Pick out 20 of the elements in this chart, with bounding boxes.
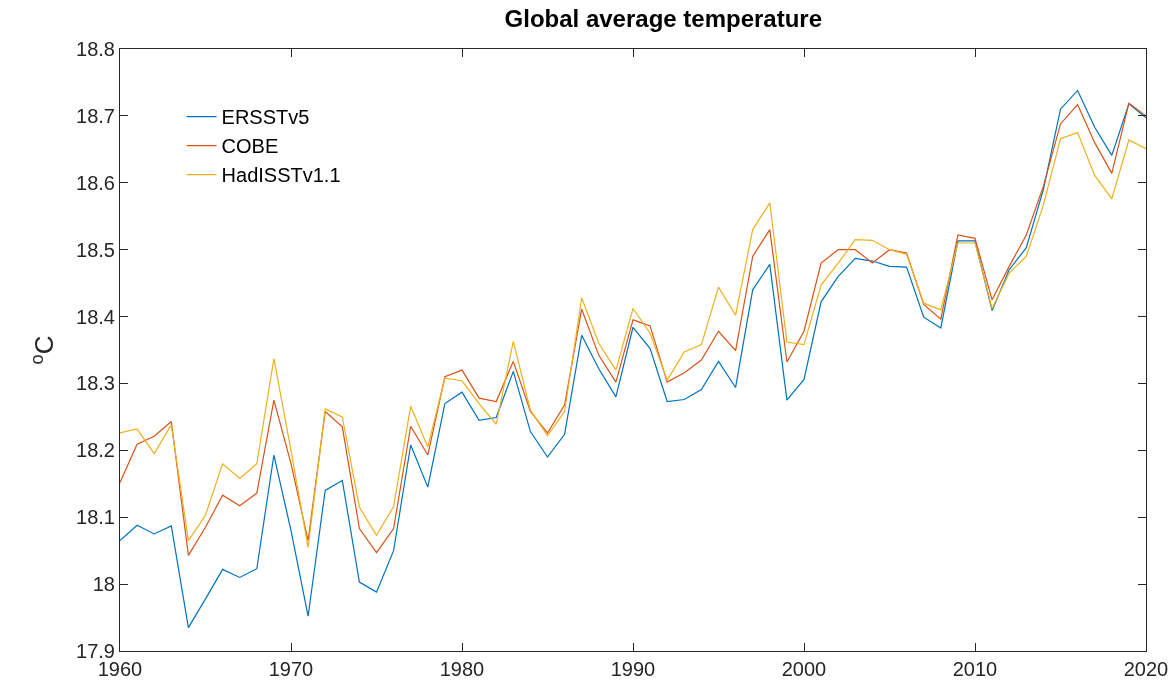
- x-tick-label: 1990: [610, 658, 656, 680]
- legend-label: HadISSTv1.1: [221, 164, 341, 187]
- x-tick-label: 2020: [1123, 658, 1169, 680]
- y-tick-label: 18.4: [76, 305, 115, 328]
- x-tick-label: 1980: [439, 658, 485, 680]
- y-tick-label: 18.6: [76, 171, 115, 194]
- y-tick-label: 18.1: [76, 506, 115, 529]
- y-tick-label: 18.2: [76, 439, 115, 462]
- y-tick-label: 18.5: [76, 238, 115, 261]
- legend-label: COBE: [221, 135, 279, 158]
- line-series: [120, 89, 1146, 629]
- y-tick-label: 18: [92, 573, 115, 596]
- x-tick-label: 2000: [781, 658, 827, 680]
- legend-label: ERSSTv5: [221, 106, 310, 129]
- y-tick-label: 18.3: [76, 372, 115, 395]
- x-tick-label: 1970: [268, 658, 314, 680]
- x-tick-label: 2010: [952, 658, 998, 680]
- y-tick-label: 18.8: [76, 38, 115, 60]
- y-tick-label: 18.7: [76, 104, 115, 127]
- chart-title: Global average temperature: [504, 5, 823, 33]
